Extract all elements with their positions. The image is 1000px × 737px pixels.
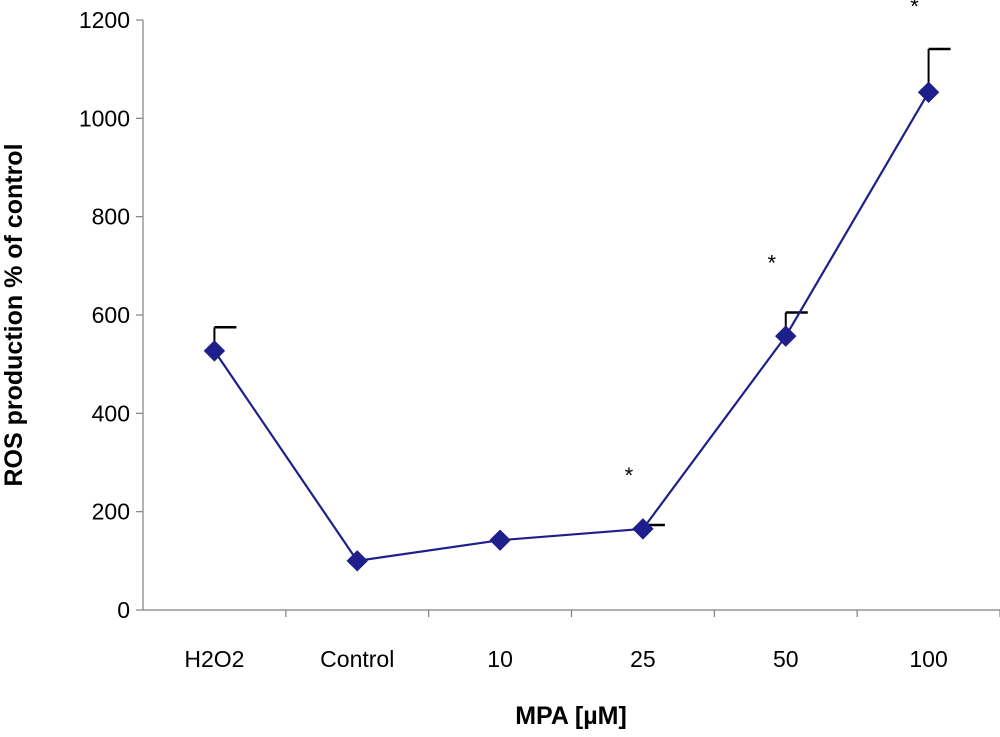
y-tick-label: 1000 [79,105,130,131]
x-tick-label: 25 [630,646,656,672]
x-tick-label: 10 [487,646,513,672]
y-tick-label: 600 [92,302,130,328]
series-line [213,91,930,563]
data-point [775,325,797,347]
y-axis-title: ROS production % of control [0,143,28,486]
y-ticks: 0 200 400 600 800 1000 1200 [79,7,143,623]
y-tick-label: 400 [92,400,130,426]
x-tick-label: 50 [773,646,799,672]
error-bars [213,47,951,529]
significance-marks: * * * [625,0,920,488]
x-tick-label: Control [320,646,394,672]
y-tick-label: 1200 [79,7,130,33]
y-tick-label: 0 [117,597,130,623]
y-tick-label: 200 [92,499,130,525]
series-lines [213,91,930,563]
x-axis-title: MPA [µM] [515,702,627,730]
data-point [346,550,368,572]
data-points [203,81,940,572]
x-tick-label: 100 [909,646,947,672]
y-tick-label: 800 [92,204,130,230]
x-tick-label: H2O2 [184,646,244,672]
significance-mark: * [625,463,634,488]
data-point [632,518,654,540]
significance-mark: * [910,0,919,19]
data-point [917,81,940,103]
data-point [203,340,226,362]
data-point [489,529,511,551]
significance-mark: * [767,251,776,276]
axes [142,20,1000,611]
x-ticks: H2O2 Control 10 25 50 100 [184,610,1000,672]
